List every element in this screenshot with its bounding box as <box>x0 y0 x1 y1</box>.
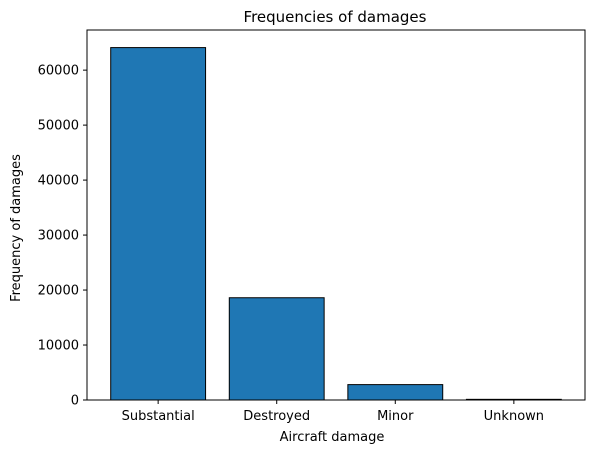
y-tick-label: 30000 <box>38 229 79 244</box>
x-tick-label: Destroyed <box>243 409 310 424</box>
y-tick-label: 40000 <box>38 174 79 189</box>
x-tick-label: Substantial <box>122 409 195 424</box>
plot-frame <box>86 29 586 401</box>
y-axis-label: Frequency of damages <box>9 154 24 302</box>
y-tick-label: 50000 <box>38 119 79 134</box>
x-tick-label: Unknown <box>484 409 544 424</box>
y-tick-label: 20000 <box>38 284 79 299</box>
y-tick-label: 10000 <box>38 339 79 354</box>
x-tick-label: Minor <box>377 409 414 424</box>
y-tick-label: 0 <box>71 394 79 409</box>
bar-substantial <box>110 47 207 401</box>
bar-minor <box>347 384 444 401</box>
x-axis-label: Aircraft damage <box>280 430 385 445</box>
y-tick-label: 60000 <box>38 64 79 79</box>
x-axis-ticks: Substantial Destroyed Minor Unknown <box>122 400 544 424</box>
y-axis-ticks: 0 10000 20000 30000 40000 50000 60000 <box>38 64 87 409</box>
bars-group <box>110 47 562 401</box>
bar-destroyed <box>228 297 325 401</box>
chart-title: Frequencies of damages <box>244 8 427 26</box>
